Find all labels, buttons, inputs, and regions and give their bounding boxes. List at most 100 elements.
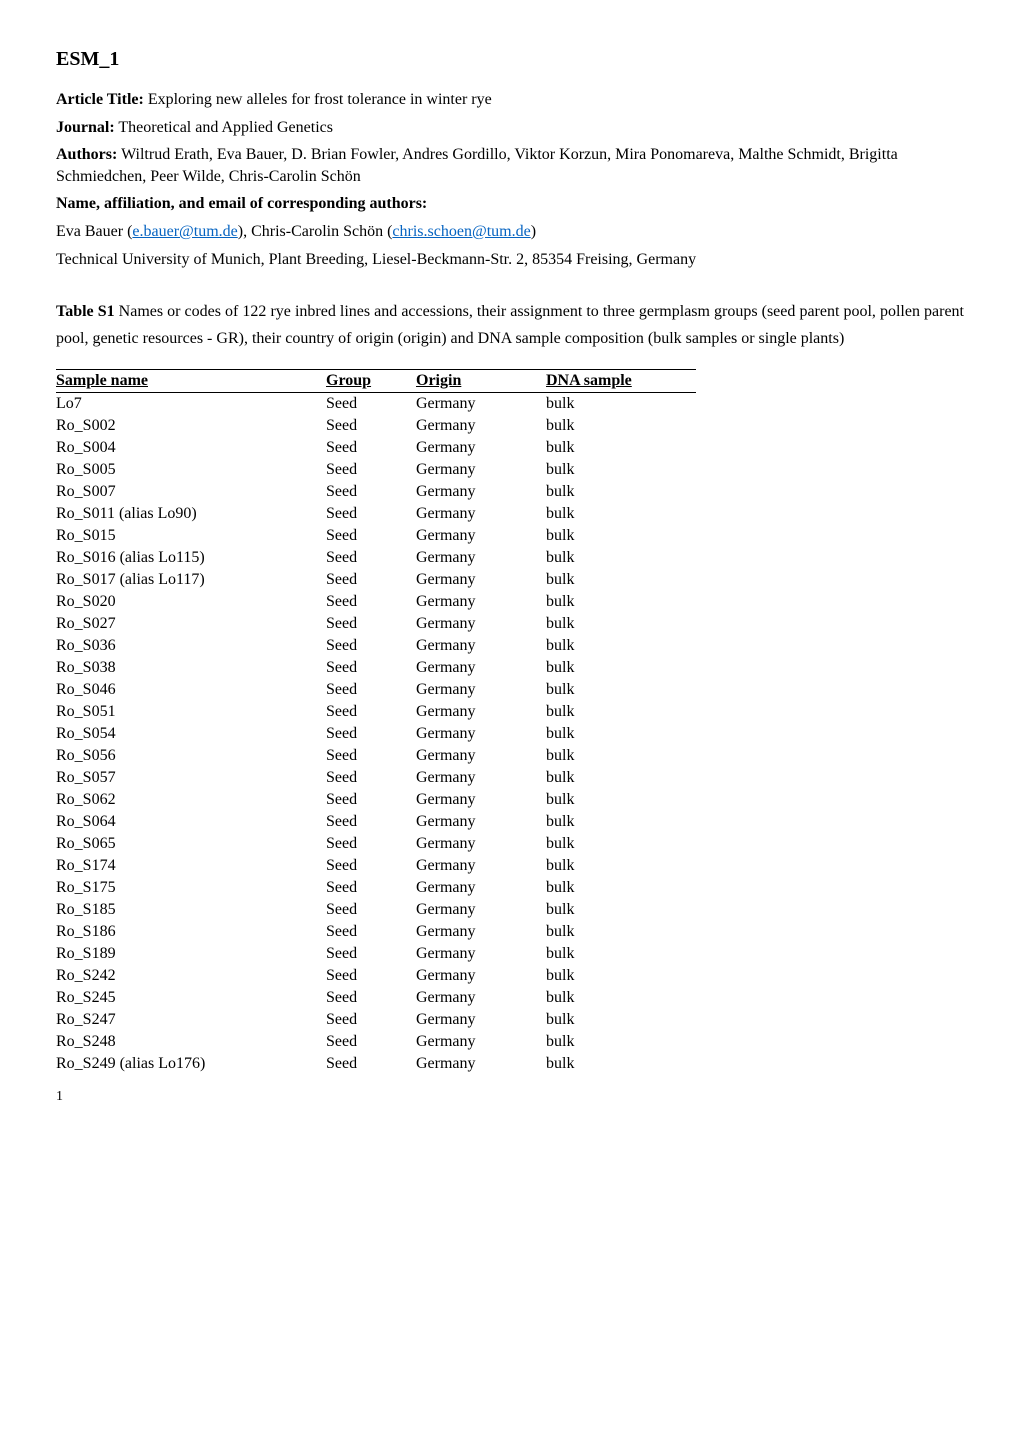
corresponding-label: Name, affiliation, and email of correspo… xyxy=(56,195,427,212)
cell-origin: Germany xyxy=(416,635,546,657)
cell-origin: Germany xyxy=(416,877,546,899)
cell-origin: Germany xyxy=(416,679,546,701)
cell-sample-name: Ro_S011 (alias Lo90) xyxy=(56,503,326,525)
cell-dna-sample: bulk xyxy=(546,591,696,613)
cell-origin: Germany xyxy=(416,855,546,877)
cell-dna-sample: bulk xyxy=(546,1053,696,1075)
cell-origin: Germany xyxy=(416,613,546,635)
cell-sample-name: Ro_S036 xyxy=(56,635,326,657)
samples-table: Sample name Group Origin DNA sample Lo7S… xyxy=(56,369,696,1075)
cell-sample-name: Ro_S249 (alias Lo176) xyxy=(56,1053,326,1075)
cell-dna-sample: bulk xyxy=(546,1009,696,1031)
cell-sample-name: Ro_S054 xyxy=(56,723,326,745)
cell-sample-name: Ro_S002 xyxy=(56,415,326,437)
table-row: Ro_S242SeedGermanybulk xyxy=(56,965,696,987)
corresponding-block: Name, affiliation, and email of correspo… xyxy=(56,193,964,270)
table-caption: Table S1 Names or codes of 122 rye inbre… xyxy=(56,298,964,352)
corresponding-email-1[interactable]: e.bauer@tum.de xyxy=(132,223,237,240)
corresponding-affiliation: Technical University of Munich, Plant Br… xyxy=(56,249,964,271)
cell-origin: Germany xyxy=(416,525,546,547)
table-row: Ro_S057SeedGermanybulk xyxy=(56,767,696,789)
cell-sample-name: Ro_S016 (alias Lo115) xyxy=(56,547,326,569)
cell-group: Seed xyxy=(326,415,416,437)
cell-group: Seed xyxy=(326,392,416,415)
table-row: Ro_S054SeedGermanybulk xyxy=(56,723,696,745)
cell-origin: Germany xyxy=(416,1053,546,1075)
cell-sample-name: Ro_S062 xyxy=(56,789,326,811)
table-row: Ro_S046SeedGermanybulk xyxy=(56,679,696,701)
cell-group: Seed xyxy=(326,789,416,811)
cell-origin: Germany xyxy=(416,415,546,437)
cell-sample-name: Ro_S038 xyxy=(56,657,326,679)
cell-origin: Germany xyxy=(416,481,546,503)
corresponding-email-2[interactable]: chris.schoen@tum.de xyxy=(392,223,530,240)
table-row: Ro_S020SeedGermanybulk xyxy=(56,591,696,613)
cell-origin: Germany xyxy=(416,723,546,745)
table-row: Ro_S249 (alias Lo176)SeedGermanybulk xyxy=(56,1053,696,1075)
cell-group: Seed xyxy=(326,613,416,635)
cell-dna-sample: bulk xyxy=(546,877,696,899)
col-header-sample: Sample name xyxy=(56,369,326,392)
cell-group: Seed xyxy=(326,965,416,987)
cell-origin: Germany xyxy=(416,965,546,987)
cell-sample-name: Ro_S046 xyxy=(56,679,326,701)
cell-group: Seed xyxy=(326,481,416,503)
cell-dna-sample: bulk xyxy=(546,921,696,943)
cell-dna-sample: bulk xyxy=(546,437,696,459)
cell-origin: Germany xyxy=(416,767,546,789)
cell-dna-sample: bulk xyxy=(546,459,696,481)
cell-sample-name: Ro_S242 xyxy=(56,965,326,987)
table-row: Ro_S186SeedGermanybulk xyxy=(56,921,696,943)
cell-dna-sample: bulk xyxy=(546,657,696,679)
table-row: Ro_S248SeedGermanybulk xyxy=(56,1031,696,1053)
cell-dna-sample: bulk xyxy=(546,547,696,569)
table-row: Ro_S038SeedGermanybulk xyxy=(56,657,696,679)
journal-value: Theoretical and Applied Genetics xyxy=(118,119,333,136)
cell-dna-sample: bulk xyxy=(546,965,696,987)
col-header-dna: DNA sample xyxy=(546,369,696,392)
cell-sample-name: Ro_S004 xyxy=(56,437,326,459)
cell-dna-sample: bulk xyxy=(546,569,696,591)
cell-dna-sample: bulk xyxy=(546,767,696,789)
corresponding-person1-prefix: Eva Bauer ( xyxy=(56,223,132,240)
cell-sample-name: Lo7 xyxy=(56,392,326,415)
cell-sample-name: Ro_S248 xyxy=(56,1031,326,1053)
table-row: Ro_S004SeedGermanybulk xyxy=(56,437,696,459)
cell-group: Seed xyxy=(326,1053,416,1075)
cell-origin: Germany xyxy=(416,1009,546,1031)
table-caption-label: Table S1 xyxy=(56,303,115,320)
table-row: Ro_S036SeedGermanybulk xyxy=(56,635,696,657)
col-header-origin: Origin xyxy=(416,369,546,392)
cell-origin: Germany xyxy=(416,833,546,855)
cell-dna-sample: bulk xyxy=(546,525,696,547)
journal-line: Journal: Theoretical and Applied Genetic… xyxy=(56,117,964,139)
cell-origin: Germany xyxy=(416,569,546,591)
table-row: Ro_S062SeedGermanybulk xyxy=(56,789,696,811)
cell-origin: Germany xyxy=(416,943,546,965)
table-row: Lo7SeedGermanybulk xyxy=(56,392,696,415)
cell-group: Seed xyxy=(326,701,416,723)
cell-origin: Germany xyxy=(416,789,546,811)
cell-group: Seed xyxy=(326,877,416,899)
cell-sample-name: Ro_S186 xyxy=(56,921,326,943)
cell-group: Seed xyxy=(326,525,416,547)
cell-dna-sample: bulk xyxy=(546,745,696,767)
cell-origin: Germany xyxy=(416,701,546,723)
cell-group: Seed xyxy=(326,987,416,1009)
authors-value: Wiltrud Erath, Eva Bauer, D. Brian Fowle… xyxy=(56,146,898,185)
table-row: Ro_S015SeedGermanybulk xyxy=(56,525,696,547)
cell-origin: Germany xyxy=(416,503,546,525)
table-row: Ro_S005SeedGermanybulk xyxy=(56,459,696,481)
cell-origin: Germany xyxy=(416,1031,546,1053)
cell-group: Seed xyxy=(326,833,416,855)
table-header-row: Sample name Group Origin DNA sample xyxy=(56,369,696,392)
cell-group: Seed xyxy=(326,723,416,745)
cell-sample-name: Ro_S017 (alias Lo117) xyxy=(56,569,326,591)
cell-group: Seed xyxy=(326,503,416,525)
cell-group: Seed xyxy=(326,547,416,569)
cell-dna-sample: bulk xyxy=(546,855,696,877)
table-row: Ro_S002SeedGermanybulk xyxy=(56,415,696,437)
table-row: Ro_S007SeedGermanybulk xyxy=(56,481,696,503)
table-row: Ro_S011 (alias Lo90)SeedGermanybulk xyxy=(56,503,696,525)
cell-sample-name: Ro_S189 xyxy=(56,943,326,965)
